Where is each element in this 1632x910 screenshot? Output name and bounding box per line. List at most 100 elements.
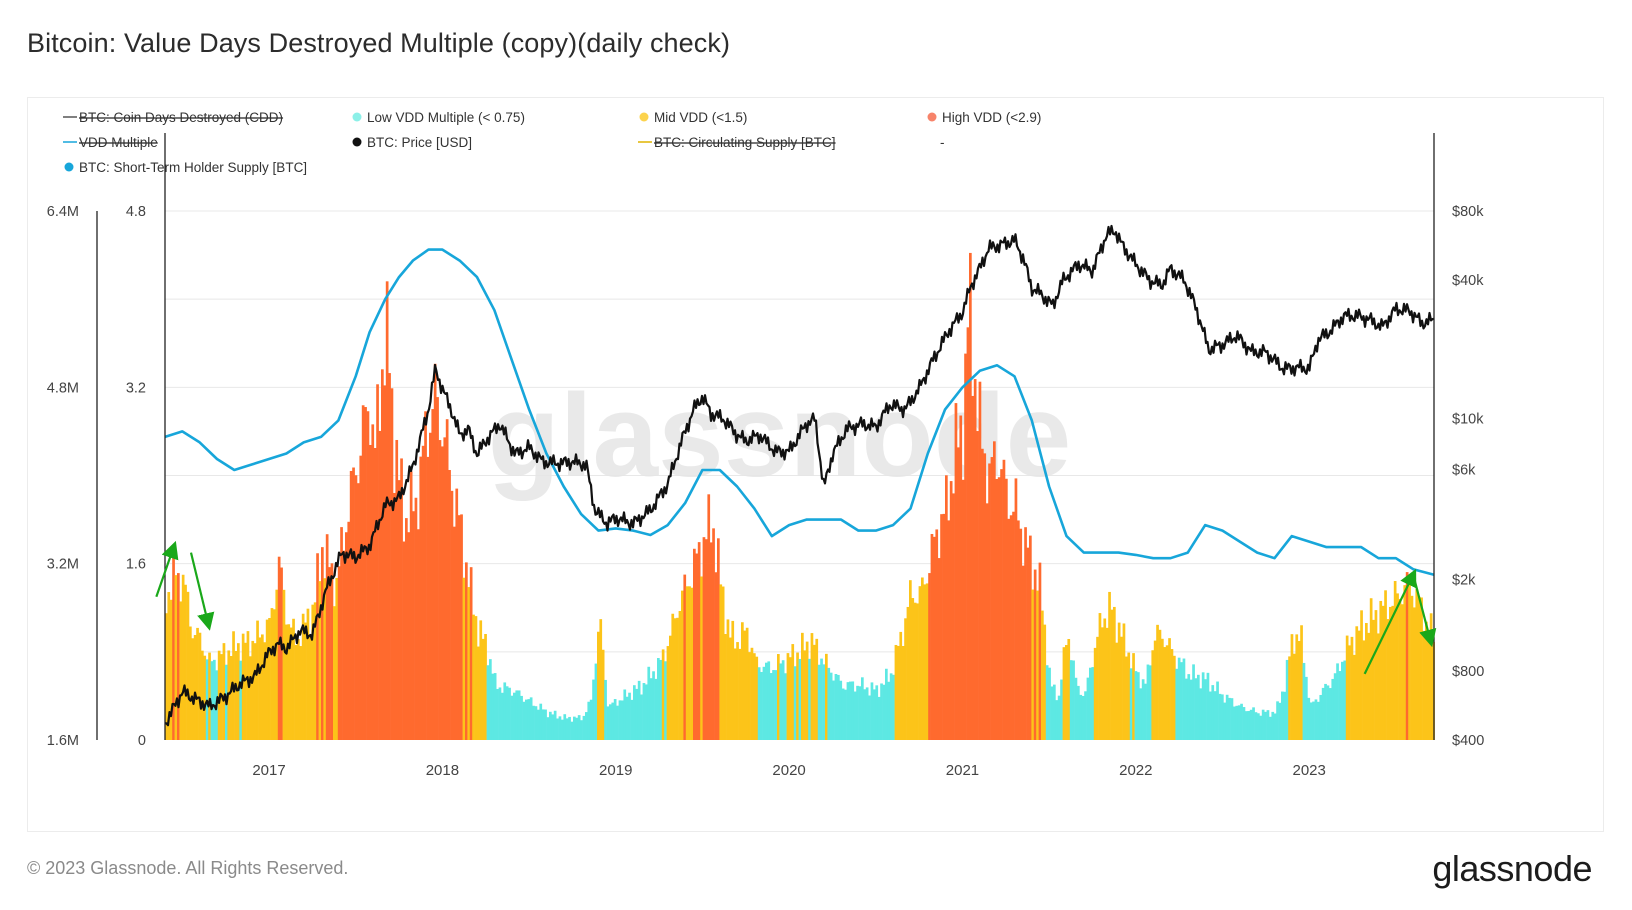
vdd-bar-220 [693,548,696,740]
vdd-bar-271 [815,638,819,740]
vdd-bar-145 [513,692,516,740]
legend-marker [352,137,362,147]
legend-label: Mid VDD (<1.5) [654,110,747,125]
vdd-bar-388 [1096,636,1099,740]
vdd-bar-195 [633,685,636,740]
supply-tick-label: 6.4M [47,204,79,220]
vdd-bar-3 [172,554,175,740]
vdd-bar-77 [349,470,353,740]
vdd-bar-410 [1149,665,1152,740]
vdd-bar-441 [1223,702,1227,740]
vdd-bar-129 [474,616,478,740]
vdd-bar-337 [973,379,977,740]
vdd-bar-352 [1009,515,1013,740]
vdd-bar-506 [1379,600,1383,740]
vdd-bar-139 [498,687,502,740]
vdd-bar-118 [448,470,451,740]
vdd-bar-130 [477,646,480,740]
vdd-bar-143 [508,687,511,740]
vdd-bar-173 [580,720,583,740]
vdd-bar-199 [642,683,646,740]
vdd-bar-289 [858,686,862,740]
vdd-bar-431 [1199,688,1203,740]
vdd-bar-526 [1427,631,1431,740]
vdd-bar-412 [1153,640,1157,740]
vdd-bar-200 [645,684,648,740]
vdd-bar-230 [717,538,720,740]
vdd-bar-270 [813,644,816,740]
vdd-bar-68 [328,567,331,740]
vdd-bar-447 [1237,705,1241,740]
vdd-bar-18 [208,652,211,740]
vdd-bar-237 [733,648,737,740]
vdd-bar-102 [409,471,413,740]
vdd-bar-365 [1041,610,1044,740]
vdd-bar-45 [273,609,276,740]
vdd-bar-71 [335,577,339,740]
legend-label: VDD Multiple [79,135,158,150]
vdd-bar-385 [1089,667,1092,740]
vdd-bar-250 [765,662,768,740]
vdd-bar-113 [436,397,439,740]
vdd-bar-114 [438,440,442,740]
vdd-bar-507 [1381,605,1385,740]
vdd-bar-168 [568,716,571,740]
vdd-bar-147 [517,690,521,740]
vdd-bar-312 [913,602,917,740]
vdd-bar-100 [405,518,408,740]
vdd-bar-141 [503,682,507,740]
vdd-bar-330 [957,447,960,740]
vdd-bar-8 [184,584,187,740]
vdd-bar-2 [169,599,173,740]
vdd-bar-444 [1230,698,1234,740]
vdd-bar-451 [1247,711,1251,740]
vdd-bar-511 [1391,605,1395,740]
vdd-bar-151 [527,699,531,740]
vdd-bar-233 [724,634,727,740]
vdd-bar-226 [707,494,711,740]
vdd-bar-392 [1105,627,1109,740]
glassnode-logo[interactable]: glassnode [1432,848,1592,889]
vdd-bar-499 [1362,640,1366,740]
vdd-bar-512 [1393,581,1397,740]
vdd-bar-459 [1266,710,1270,740]
vdd-bar-514 [1398,598,1402,740]
vdd-bar-436 [1211,685,1215,740]
vdd-bar-259 [786,653,790,740]
vdd-bar-155 [537,709,540,740]
vdd-bar-152 [529,697,533,740]
vdd-bar-438 [1216,681,1219,740]
vdd-bar-127 [469,567,473,740]
vdd-bar-342 [985,503,989,740]
vdd-bar-154 [534,706,538,740]
vdd-bar-124 [462,577,466,740]
vdd-bar-207 [661,649,665,740]
vdd-bar-521 [1415,588,1419,740]
vdd-bar-19 [210,661,214,740]
vdd-bar-187 [613,699,617,740]
vdd-bar-131 [479,620,483,740]
chart-panel: glassnode 6.4M 4.8M 3.2M 1.6M 4.8 3.2 1.6 0 $80k $… [27,97,1604,832]
vdd-bar-256 [779,663,783,740]
vdd-bar-0 [165,613,168,740]
vdd-bar-458 [1264,711,1267,740]
vdd-bar-90 [381,369,384,740]
vdd-bar-16 [203,655,207,740]
vdd-bar-504 [1374,610,1378,740]
vdd-bar-379 [1074,677,1078,740]
vdd-bar-257 [781,660,785,740]
vdd-bar-401 [1127,652,1131,740]
vdd-bar-6 [179,601,183,740]
vdd-bar-317 [925,583,929,740]
vdd-bar-303 [892,674,895,740]
vdd-bar-519 [1410,595,1414,740]
price-line [164,224,1435,727]
vdd-bar-453 [1252,707,1255,740]
vdd-bar-253 [772,670,775,740]
vdd-bar-105 [417,529,420,740]
vdd-bar-184 [606,706,610,740]
vdd-bar-522 [1417,596,1421,740]
vdd-bar-106 [419,456,423,740]
vdd-bar-353 [1012,511,1015,740]
vdd-bar-61 [311,604,315,740]
